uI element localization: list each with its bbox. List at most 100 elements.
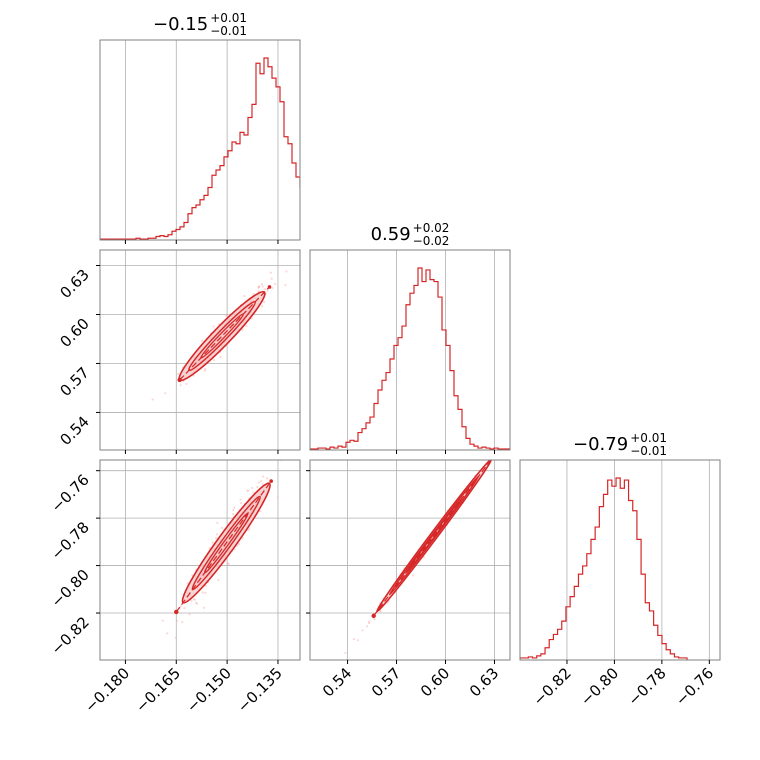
histogram-bin	[418, 268, 422, 450]
scatter-point	[174, 636, 177, 639]
scatter-point	[248, 527, 251, 531]
scatter-point	[232, 512, 235, 516]
scatter-point	[208, 547, 211, 550]
scatter-point	[274, 282, 277, 286]
histogram-bin	[641, 574, 645, 660]
title-value: −0.79	[573, 434, 628, 455]
scatter-point	[519, 418, 521, 420]
scatter-point	[216, 533, 219, 536]
x-tick-label: 0.63	[466, 664, 502, 700]
histogram-bin	[662, 644, 666, 660]
histogram-bin	[624, 480, 628, 660]
scatter-point	[164, 392, 167, 395]
scatter-point	[245, 324, 248, 328]
histogram-bin	[382, 380, 386, 450]
scatter-layer	[344, 418, 521, 654]
histogram-bin	[196, 205, 200, 240]
scatter-point	[284, 284, 287, 287]
panel-frame	[99, 39, 301, 241]
histogram-bin	[220, 166, 224, 240]
scatter-point	[175, 619, 179, 622]
scatter-point	[201, 591, 204, 594]
histogram-bin	[666, 650, 670, 660]
scatter-point	[192, 374, 195, 377]
histogram-bin	[426, 270, 430, 450]
histogram-bin	[442, 330, 446, 450]
histogram-bin	[414, 285, 418, 450]
histogram-bin	[645, 603, 649, 660]
scatter-point	[261, 282, 264, 286]
histogram-bin	[312, 219, 316, 240]
x-tick-label: −0.78	[624, 664, 669, 709]
scatter-point	[379, 610, 382, 613]
histogram-title-p0: −0.15 +0.01−0.01	[153, 11, 247, 38]
histogram-bin	[200, 200, 204, 240]
scatter-point	[204, 591, 207, 594]
histogram-panel-p1: 0.59 +0.02−0.02	[309, 221, 511, 454]
scatter-point	[263, 288, 267, 291]
histogram-bin	[304, 198, 308, 240]
scatter-point	[181, 621, 184, 624]
scatter-point	[262, 475, 265, 478]
histogram-bin	[240, 132, 244, 240]
scatter-point	[204, 367, 207, 371]
contour-endpoint	[267, 285, 272, 289]
histogram-bin	[434, 282, 438, 450]
histogram-bin	[316, 224, 320, 240]
scatter-point	[271, 286, 274, 290]
scatter-point	[188, 613, 191, 616]
histogram-bin	[553, 634, 557, 660]
histogram-bin	[566, 607, 570, 660]
histogram-bin	[268, 67, 272, 240]
scatter-point	[263, 300, 266, 303]
scatter-layer	[151, 270, 288, 401]
scatter-point	[411, 574, 414, 577]
histogram-bin	[545, 648, 549, 660]
histogram-panel-p0: −0.15 +0.01−0.01	[99, 11, 332, 244]
scatter-point	[251, 486, 254, 490]
scatter-point	[252, 292, 255, 296]
scatter-point	[259, 479, 263, 483]
scatter-point	[202, 606, 205, 609]
x-tick-label: −0.165	[132, 664, 184, 716]
title-lower-error: −0.01	[210, 24, 247, 38]
scatter-point	[176, 372, 180, 375]
scatter-point	[227, 562, 230, 566]
scatter-point	[240, 502, 243, 505]
x-tick-label: −0.82	[530, 664, 575, 709]
histogram-bin	[541, 654, 545, 660]
histogram-bin	[422, 282, 426, 450]
histogram-bin	[232, 142, 236, 240]
scatter-point	[179, 605, 182, 608]
histogram-bin	[578, 574, 582, 660]
x-tick-label: −0.80	[577, 664, 622, 709]
histogram-bin	[604, 494, 608, 660]
scatter-point	[190, 599, 193, 602]
histogram-bin	[328, 235, 332, 240]
panel-frame	[309, 459, 511, 661]
histogram-bin	[386, 373, 390, 450]
histogram-bin	[633, 511, 637, 660]
histogram-step-line	[520, 477, 688, 660]
scatter-point	[215, 536, 218, 540]
histogram-bin	[284, 137, 288, 240]
histogram-bin	[658, 635, 662, 660]
histogram-bin	[637, 539, 641, 660]
scatter-point	[166, 632, 169, 635]
histogram-bin	[236, 144, 240, 240]
histogram-bin	[276, 87, 280, 240]
histogram-bin	[394, 345, 398, 450]
histogram-bin	[320, 227, 324, 240]
scatter-point	[183, 606, 186, 610]
histogram-bin	[591, 539, 595, 660]
histogram-bin	[272, 78, 276, 240]
scatter-point	[247, 489, 250, 492]
histogram-bin	[260, 74, 264, 240]
x-tick-label: 0.57	[368, 664, 404, 700]
scatter-point	[224, 314, 227, 317]
x-tick-label: −0.180	[81, 664, 133, 716]
histogram-bin	[224, 157, 228, 240]
histogram-bin	[574, 586, 578, 660]
scatter-point	[212, 325, 215, 328]
